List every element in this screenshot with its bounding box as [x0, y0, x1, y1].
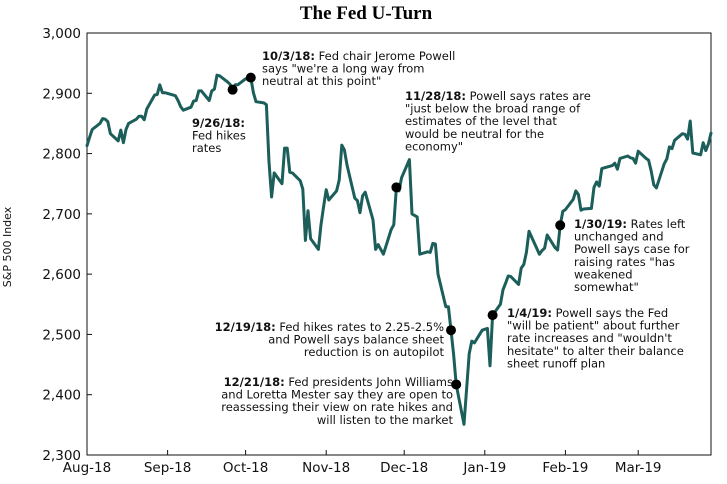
event-annotation: 12/19/18: Fed hikes rates to 2.25-2.5% an…: [215, 320, 445, 359]
annotation-line: raising rates "has: [574, 255, 675, 269]
annotation-line: 10/3/18: Fed chair Jerome Powell: [262, 49, 455, 63]
annotation-line: sheet runoff plan: [507, 356, 605, 370]
annotation-line: reassessing their view on rate hikes and: [221, 400, 453, 414]
y-tick-label: 2,800: [42, 147, 81, 163]
annotation-line: estimates of the level that: [405, 114, 557, 128]
x-tick-label: Mar-19: [615, 460, 662, 476]
annotation-line: 1/4/19: Powell says the Fed: [507, 306, 668, 320]
annotation-line: Powell says case for: [574, 242, 690, 256]
annotation-line: will listen to the market: [317, 413, 454, 427]
chart-title: The Fed U-Turn: [300, 3, 433, 24]
y-tick-label: 3,000: [42, 26, 81, 42]
annotation-line: 12/21/18: Fed presidents John Williams: [224, 375, 453, 389]
annotation-line: and Powell says balance sheet: [268, 333, 444, 347]
plot-frame: [86, 32, 712, 456]
annotation-line: reduction is on autopilot: [304, 345, 445, 359]
event-marker: [391, 182, 402, 193]
annotation-line: says "we're a long way from: [262, 62, 424, 76]
x-tick-label: Aug-18: [63, 460, 111, 476]
event-marker: [555, 220, 566, 231]
event-annotations: 9/26/18: Fed hikes rates 10/3/18: Fed chair…: [192, 49, 690, 427]
annotation-line: would be neutral for the: [405, 127, 544, 141]
y-tick-label: 2,900: [42, 86, 81, 102]
event-marker: [446, 325, 456, 336]
event-markers: [227, 72, 566, 390]
annotation-line: weakened: [574, 267, 633, 281]
x-tick-label: Sep-18: [144, 460, 192, 476]
event-marker: [245, 72, 256, 83]
event-annotation: 9/26/18: Fed hikes rates: [192, 116, 246, 155]
annotation-line: economy": [405, 139, 463, 153]
annotation-line: rates: [192, 141, 221, 155]
y-tick-label: 2,500: [42, 327, 81, 343]
x-tick-label: Jan-19: [462, 460, 506, 476]
event-marker: [451, 379, 462, 390]
annotation-line: hesitate" to alter their balance: [507, 344, 684, 358]
x-tick-label: Feb-19: [542, 460, 588, 476]
sp500-series-line: [85, 73, 713, 426]
event-marker: [487, 310, 498, 321]
annotation-line: neutral at this point": [262, 74, 381, 88]
event-marker: [227, 84, 238, 95]
annotation-line: "will be patient" about further: [507, 319, 680, 333]
y-axis-ticks: 2,300 2,400 2,500 2,600 2,700 2,800 2,900 3,000: [42, 26, 92, 464]
annotation-line: 9/26/18:: [192, 116, 245, 130]
y-tick-label: 2,700: [42, 207, 81, 223]
annotation-line: "just below the broad range of: [405, 102, 581, 116]
annotation-line: somewhat": [574, 280, 639, 294]
annotation-line: 11/28/18: Powell says rates are: [405, 89, 591, 103]
annotation-line: 1/30/19: Rates left: [574, 217, 686, 231]
annotation-line: and Loretta Mester say they are open to: [221, 388, 453, 402]
x-tick-label: Oct-18: [223, 460, 268, 476]
annotation-line: 12/19/18: Fed hikes rates to 2.25-2.5%: [215, 320, 444, 334]
event-annotation: 10/3/18: Fed chair Jerome Powell says "we…: [262, 49, 455, 88]
x-axis-ticks: Aug-18 Sep-18 Oct-18 Nov-18 Dec-18 Jan-19 Feb-…: [63, 450, 662, 476]
event-annotation: 1/30/19: Rates left unchanged and Powell s…: [574, 217, 690, 294]
event-annotation: 12/21/18: Fed presidents John Williams an…: [221, 375, 453, 427]
event-annotation: 11/28/18: Powell says rates are "just bel…: [405, 89, 591, 153]
x-tick-label: Dec-18: [380, 460, 428, 476]
annotation-line: Fed hikes: [192, 129, 246, 143]
annotation-line: unchanged and: [574, 230, 664, 244]
x-tick-label: Nov-18: [302, 460, 350, 476]
y-tick-label: 2,600: [42, 267, 81, 283]
event-annotation: 1/4/19: Powell says the Fed "will be pati…: [507, 306, 684, 370]
y-axis-label: S&P 500 Index: [1, 206, 14, 287]
y-tick-label: 2,300: [42, 448, 81, 464]
annotation-line: rate increases and "wouldn't: [507, 331, 672, 345]
y-tick-label: 2,400: [42, 388, 81, 404]
